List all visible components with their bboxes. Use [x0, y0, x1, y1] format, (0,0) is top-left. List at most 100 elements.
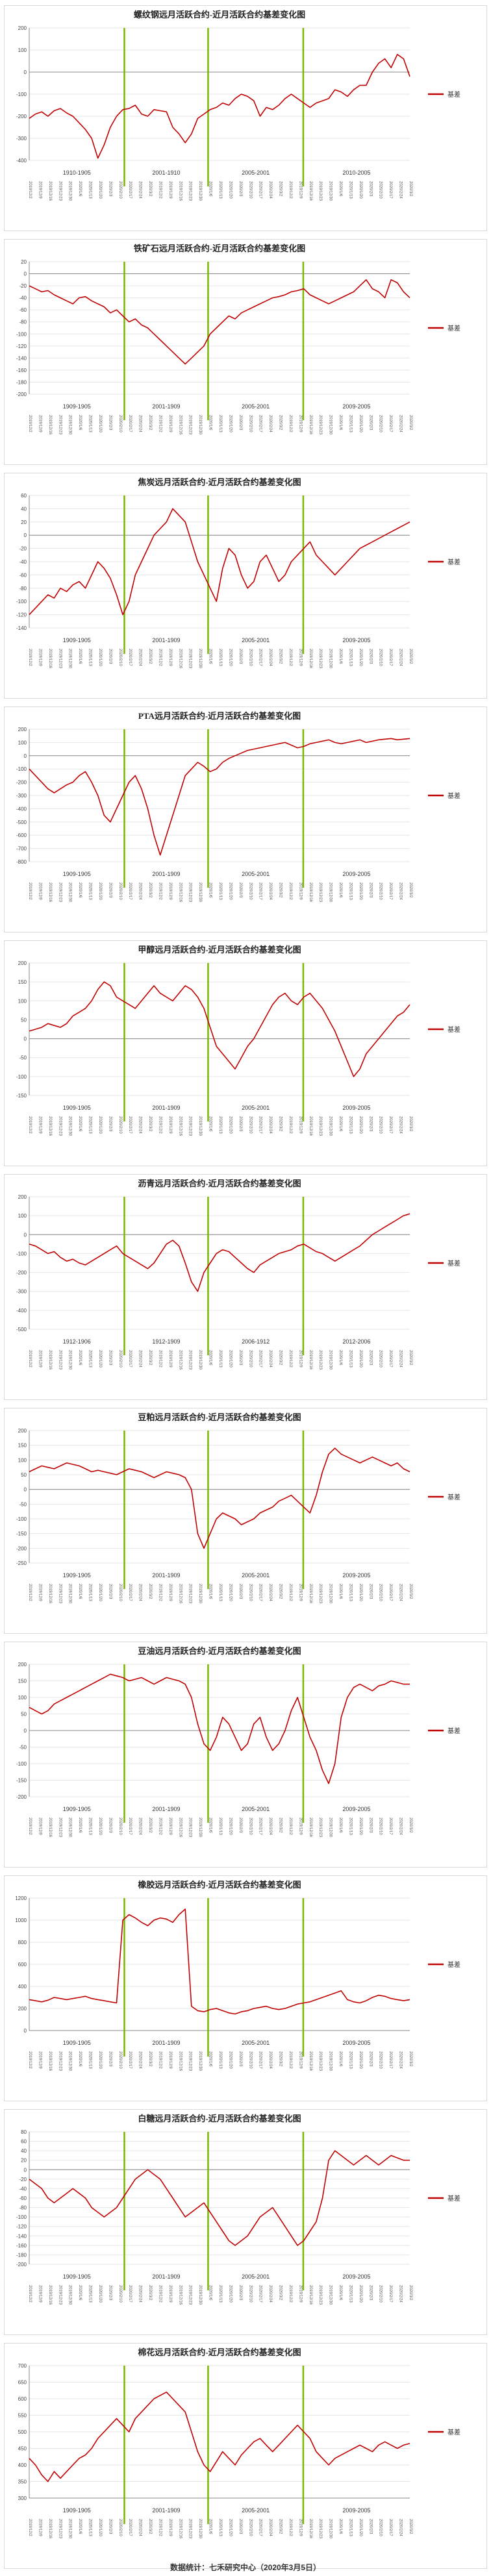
- x-tick-label: 2020/1/20: [98, 2051, 102, 2069]
- x-tick-label: 2020/2/10: [118, 1818, 122, 1835]
- x-tick-label: 2020/3/2: [409, 2519, 412, 2534]
- y-tick-label: 60: [21, 2139, 27, 2145]
- x-tick-label: 2020/2/17: [258, 1818, 262, 1835]
- x-tick-label: 2020/2/24: [268, 415, 272, 432]
- x-tick-label: 2019/12/16: [178, 2519, 182, 2539]
- chart-title: 棉花远月活跃合约-近月活跃合约基差变化图: [138, 2347, 301, 2357]
- y-tick-label: -800: [16, 859, 27, 865]
- chart-svg: 铁矿石远月活跃合约-近月活跃合约基差变化图 20 0 -20 -40 -60 -80 -100…: [16, 244, 460, 435]
- period-label: 2009-2005: [342, 403, 370, 410]
- x-tick-label: 2020/2/24: [399, 415, 403, 432]
- x-tick-label: 2020/2/17: [128, 1818, 132, 1835]
- x-tick-label: 2019/12/30: [198, 1116, 202, 1136]
- x-tick-label: 2019/12/23: [58, 1818, 62, 1838]
- y-tick-label: -150: [16, 1778, 27, 1784]
- x-tick-label: 2020/1/13: [218, 1818, 222, 1835]
- x-tick-label: 2019/12/16: [308, 2285, 312, 2305]
- x-tick-label: 2020/2/3: [368, 2285, 372, 2301]
- x-tick-label: 2020/1/13: [349, 415, 353, 432]
- x-tick-label: 2019/12/9: [168, 649, 172, 666]
- x-tick-label: 2020/1/6: [338, 1818, 342, 1833]
- period-label: 2009-2005: [342, 871, 370, 877]
- x-tick-label: 2019/12/23: [188, 2051, 192, 2071]
- x-tick-label: 2020/1/13: [218, 181, 222, 199]
- x-tick-label: 2020/3/2: [279, 2051, 283, 2067]
- y-tick-label: 40: [21, 506, 27, 512]
- x-tick-label: 2020/1/13: [218, 2519, 222, 2536]
- x-tick-label: 2020/2/17: [388, 1818, 392, 1835]
- x-tick-label: 2020/2/17: [388, 649, 392, 666]
- chart-panel: 焦炭远月活跃合约-近月活跃合约基差变化图 60 40 20 0 -20 -40 -60 -80 -…: [4, 473, 487, 699]
- y-tick-label: 600: [18, 1962, 27, 1968]
- x-tick-label: 2019/12/30: [68, 882, 72, 903]
- y-tick-label: 100: [18, 740, 27, 745]
- x-tick-label: 2019/12/2: [158, 2051, 162, 2069]
- x-tick-label: 2019/12/2: [28, 1350, 32, 1368]
- period-label: 2005-2001: [242, 2507, 270, 2514]
- x-tick-label: 2019/12/23: [318, 2519, 322, 2539]
- y-tick-label: 400: [18, 1984, 27, 1990]
- y-tick-label: 80: [21, 2129, 27, 2135]
- x-tick-label: 2020/3/2: [148, 2285, 152, 2301]
- x-tick-label: 2020/2/24: [268, 649, 272, 666]
- y-tick-label: 100: [18, 1695, 27, 1701]
- x-tick-label: 2020/1/20: [228, 2519, 232, 2536]
- x-tick-label: 2020/1/20: [98, 1116, 102, 1134]
- y-tick-label: -200: [16, 1794, 27, 1800]
- y-tick-label: 0: [24, 2167, 27, 2173]
- x-tick-label: 2019/12/23: [188, 649, 192, 669]
- y-tick-label: -50: [19, 1501, 27, 1507]
- x-tick-label: 2019/12/23: [188, 181, 192, 201]
- series-line: [29, 1447, 410, 1549]
- x-tick-label: 2020/1/20: [228, 1818, 232, 1835]
- period-label: 2005-2001: [242, 1105, 270, 1111]
- x-tick-label: 2020/2/17: [128, 415, 132, 432]
- x-tick-label: 2020/3/2: [148, 1584, 152, 1599]
- x-tick-label: 2020/1/20: [98, 882, 102, 900]
- x-tick-label: 2020/2/3: [238, 2285, 242, 2301]
- series-line: [29, 2150, 410, 2246]
- x-tick-label: 2019/12/2: [158, 1584, 162, 1601]
- x-tick-label: 2019/12/9: [298, 415, 302, 432]
- y-tick-label: -140: [16, 355, 27, 361]
- x-tick-label: 2019/12/30: [198, 2051, 202, 2071]
- y-tick-label: -200: [16, 1270, 27, 1276]
- x-tick-label: 2020/3/2: [148, 415, 152, 431]
- x-tick-label: 2019/12/9: [168, 181, 172, 199]
- x-tick-label: 2020/2/3: [108, 415, 112, 431]
- x-tick-label: 2020/1/6: [78, 1116, 82, 1132]
- y-tick-label: -250: [16, 1560, 27, 1566]
- period-label: 2006-1912: [242, 1338, 270, 1345]
- x-tick-label: 2019/12/9: [298, 1116, 302, 1134]
- period-label: 2009-2005: [342, 2507, 370, 2514]
- y-tick-label: 20: [21, 519, 27, 525]
- y-tick-label: -50: [19, 1745, 27, 1751]
- x-tick-label: 2020/2/10: [118, 1584, 122, 1601]
- x-tick-label: 2020/3/2: [279, 415, 283, 431]
- chart-svg: 橡胶远月活跃合约-近月活跃合约基差变化图 1200 1000 800 600 400 200…: [15, 1880, 460, 2071]
- x-tick-label: 2019/12/16: [308, 1350, 312, 1370]
- x-tick-label: 2020/1/6: [78, 2519, 82, 2534]
- x-tick-label: 2020/1/13: [218, 2285, 222, 2303]
- x-tick-label: 2019/12/23: [58, 2285, 62, 2305]
- x-tick-label: 2020/1/6: [208, 1116, 212, 1132]
- x-tick-label: 2019/12/16: [48, 1818, 52, 1838]
- chart-panel: 沥青远月活跃合约-近月活跃合约基差变化图 200 100 0 -100 -200 -300 -…: [4, 1174, 487, 1400]
- x-tick-label: 2020/2/17: [128, 2285, 132, 2303]
- period-label: 2001-1909: [152, 637, 180, 644]
- x-tick-label: 2020/2/24: [268, 882, 272, 900]
- y-tick-label: 100: [18, 47, 27, 53]
- x-tick-label: 2020/3/2: [409, 181, 412, 197]
- x-tick-label: 2020/3/2: [279, 1350, 283, 1366]
- y-tick-label: 550: [18, 2413, 27, 2419]
- chart-panel: 甲醇远月活跃合约-近月活跃合约基差变化图 200 150 100 50 0 -50 -100 -…: [4, 940, 487, 1166]
- x-tick-label: 2019/12/16: [178, 2285, 182, 2305]
- y-tick-label: 150: [18, 1679, 27, 1684]
- x-tick-label: 2019/12/23: [58, 2519, 62, 2539]
- chart-title: 铁矿石远月活跃合约-近月活跃合约基差变化图: [133, 244, 305, 253]
- y-tick-label: 200: [18, 727, 27, 732]
- x-tick-label: 2020/1/20: [359, 1116, 362, 1134]
- x-tick-label: 2019/12/9: [298, 649, 302, 666]
- y-tick-label: 450: [18, 2446, 27, 2452]
- y-tick-label: 60: [21, 493, 27, 499]
